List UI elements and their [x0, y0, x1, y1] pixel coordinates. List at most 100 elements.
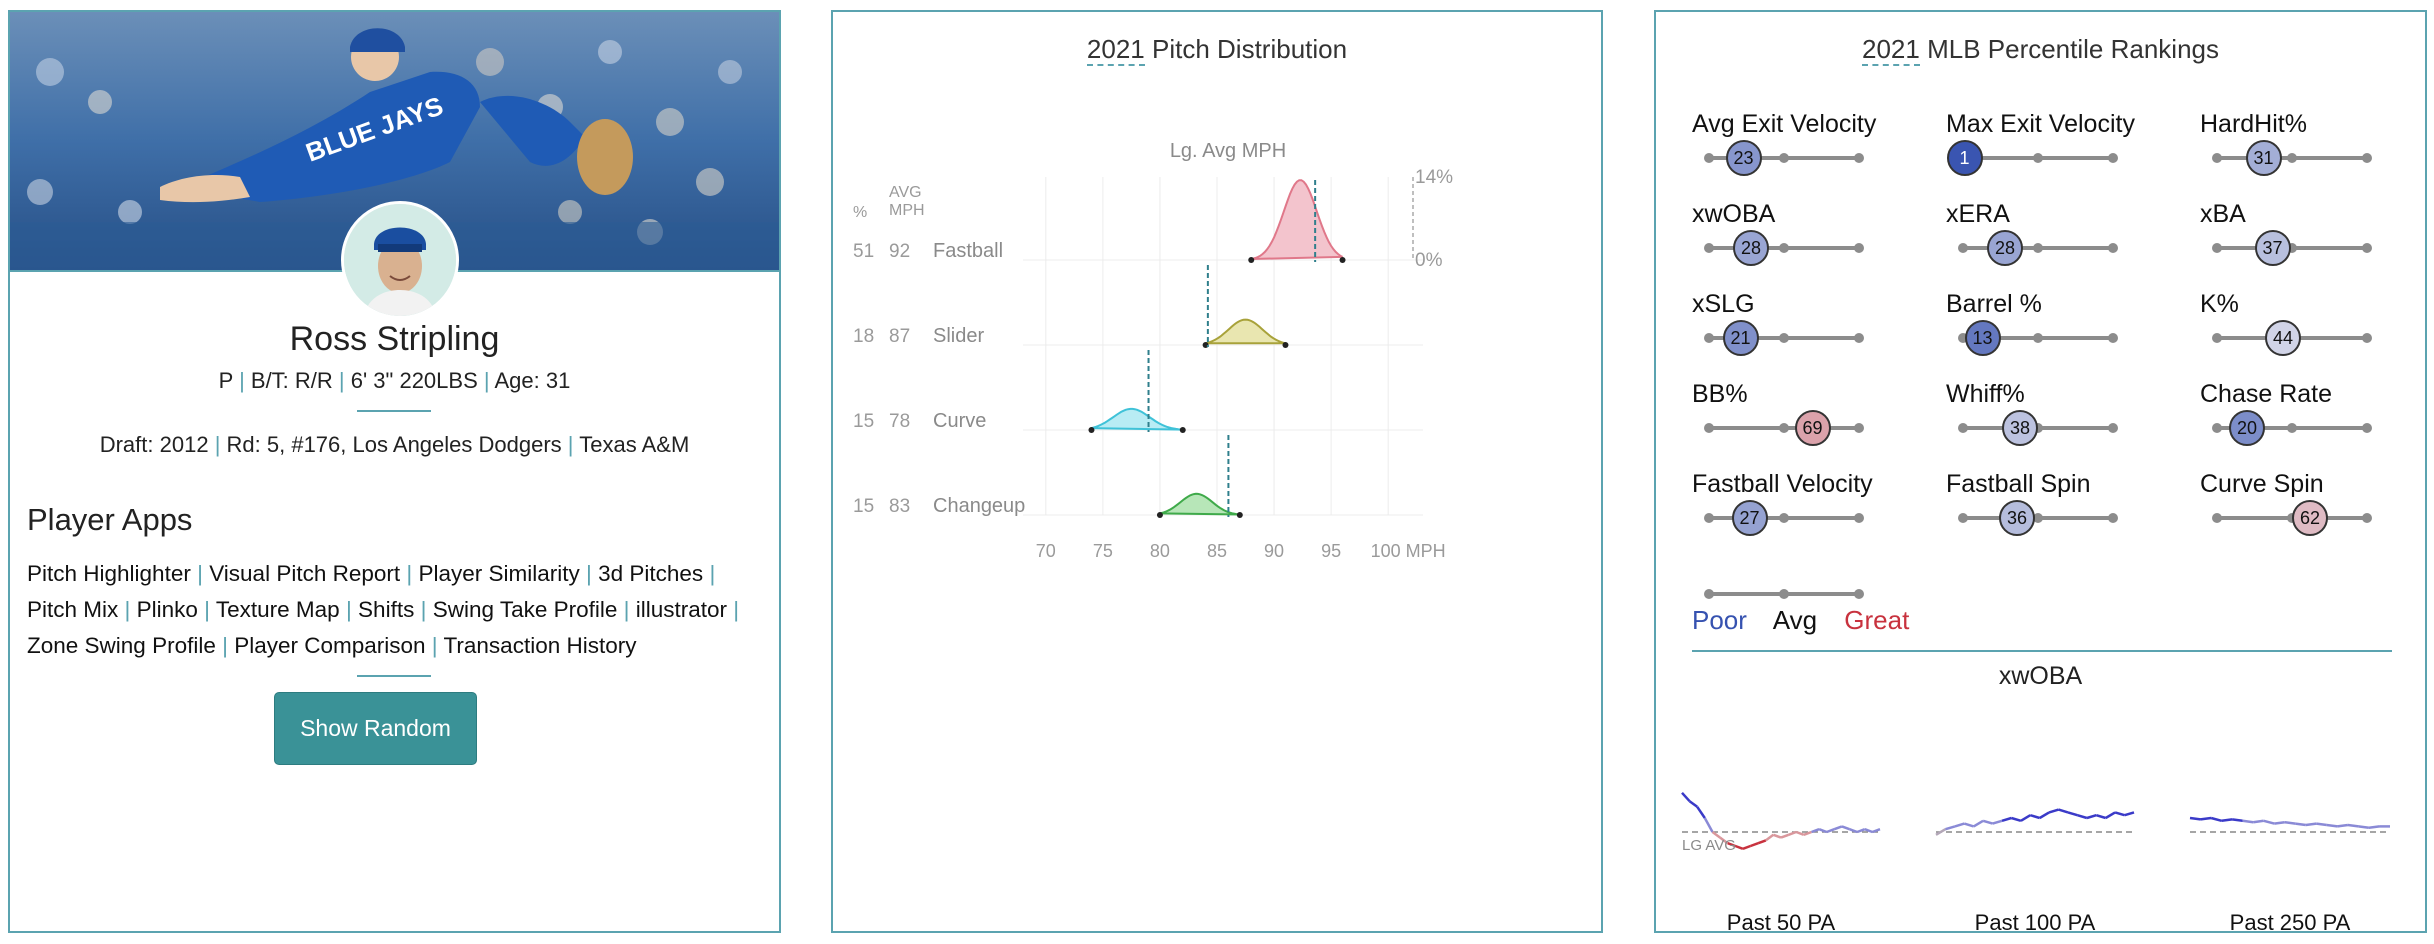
app-link[interactable]: Texture Map	[215, 597, 340, 622]
xwoba-trend-window-label: Past 250 PA	[2229, 910, 2351, 933]
xwoba-trend-segment	[2358, 825, 2370, 830]
percentile-track-tick	[2362, 513, 2372, 523]
percentile-track-tick	[1854, 153, 1864, 163]
percentile-label: Avg Exit Velocity	[1692, 110, 1877, 138]
separator: |	[118, 597, 137, 622]
percentile-track-tick	[2287, 243, 2297, 253]
avatar-image	[344, 204, 456, 316]
app-link[interactable]: Plinko	[136, 597, 198, 622]
percentile-label: Whiff%	[1946, 380, 2025, 408]
percentile-track-tick	[1958, 333, 1968, 343]
percentile-track-tick	[1779, 153, 1789, 163]
percentile-bubble[interactable]: 36	[1999, 500, 2035, 536]
app-link[interactable]: Transaction History	[443, 633, 637, 658]
percentile-bubble[interactable]: 13	[1964, 320, 2001, 356]
xwoba-trend-segment	[1727, 842, 1736, 848]
scale-max-label: 14%	[1415, 167, 1453, 188]
percentile-bubble[interactable]: 20	[2229, 410, 2265, 446]
separator: |	[617, 597, 636, 622]
pitch-avg-mph: 83	[889, 496, 910, 517]
xwoba-trend-segment	[2105, 811, 2116, 820]
percentile-bubble[interactable]: 28	[1987, 230, 2023, 266]
xwoba-trend-segment	[1765, 833, 1775, 842]
separator: |	[425, 633, 444, 658]
lg-avg-header: Lg. Avg MPH	[1170, 140, 1286, 162]
xwoba-trend-segment	[1688, 800, 1698, 808]
percentile-bubble[interactable]: 37	[2254, 230, 2291, 266]
percentile-bubble[interactable]: 23	[1725, 140, 1762, 176]
app-link[interactable]: Player Similarity	[418, 561, 580, 586]
xwoba-trend-segment	[1811, 828, 1820, 834]
percentile-bubble[interactable]: 44	[2265, 320, 2301, 356]
percentile-bubble[interactable]: 28	[1733, 230, 1769, 266]
separator: |	[703, 561, 716, 586]
xwoba-trend-segment	[2086, 814, 2097, 820]
percentile-bubble[interactable]: 27	[1731, 500, 1768, 536]
percentile-label: Barrel %	[1946, 290, 2042, 318]
xwoba-trend-segment	[2095, 814, 2107, 820]
percentile-bubble[interactable]: 62	[2292, 500, 2328, 536]
show-random-video-button[interactable]: Show Random Video	[274, 692, 477, 812]
xwoba-trend-segment	[2284, 820, 2296, 825]
separator: |	[190, 561, 210, 586]
percentile-track-tick	[2212, 243, 2222, 253]
draft-round: Rd: 5, #176,	[226, 432, 347, 457]
player-apps-heading: Player Apps	[27, 502, 193, 537]
percentile-bubble[interactable]: 31	[2245, 140, 2282, 176]
percentile-track-tick	[1704, 513, 1714, 523]
player-bio-panel: BLUE JAYS Ross Stripling P | B/T: R/R | …	[8, 10, 781, 933]
percentile-track-tick	[1704, 243, 1714, 253]
pitch-name: Changeup	[933, 495, 1025, 517]
app-link[interactable]: Swing Take Profile	[432, 597, 618, 622]
xwoba-trend-segment	[1841, 825, 1850, 831]
app-link[interactable]: Zone Swing Profile	[27, 633, 216, 658]
app-link[interactable]: illustrator	[635, 597, 728, 622]
xwoba-trend-segment	[2048, 808, 2059, 814]
player-position: P	[218, 368, 233, 393]
pitch-avg-mph: 92	[889, 241, 910, 262]
separator: |	[214, 432, 227, 457]
xwoba-trend-segment	[2326, 823, 2338, 828]
percentile-label: Chase Rate	[2200, 380, 2333, 408]
app-link[interactable]: Shifts	[358, 597, 415, 622]
percentile-label: xBA	[2200, 200, 2246, 228]
percentile-bubble[interactable]: 69	[1794, 410, 1831, 446]
percentile-label: K%	[2200, 290, 2239, 318]
percentile-track-tick	[1854, 423, 1864, 433]
percentile-track-tick	[2033, 333, 2043, 343]
player-age: Age: 31	[494, 368, 571, 393]
app-link[interactable]: 3d Pitches	[598, 561, 704, 586]
pitch-name: Slider	[933, 325, 984, 347]
percentile-track-tick	[2033, 243, 2043, 253]
percentile-track-tick	[1779, 513, 1789, 523]
pitch-max-dot	[1179, 427, 1186, 433]
pitch-distribution-year-link[interactable]: 2021	[1086, 34, 1145, 66]
xwoba-trend-segment	[1833, 825, 1843, 831]
xwoba-trend-segment	[1742, 844, 1751, 850]
app-link[interactable]: Visual Pitch Report	[209, 561, 401, 586]
player-height-weight: 6' 3" 220LBS	[350, 368, 478, 393]
app-link[interactable]: Pitch Mix	[27, 597, 119, 622]
xwoba-trend-segment	[2305, 822, 2317, 827]
percentile-bubble[interactable]: 38	[2002, 410, 2038, 446]
xwoba-trend-segment	[2210, 816, 2222, 823]
percentile-track-tick	[1779, 243, 1789, 253]
percentile-track-tick	[1854, 589, 1864, 599]
separator: |	[239, 368, 251, 393]
percentile-track-tick	[2362, 423, 2372, 433]
percentile-label: Curve Spin	[2200, 470, 2324, 498]
xwoba-trend-segment	[1849, 828, 1858, 834]
xwoba-trend-segment	[2274, 820, 2285, 825]
percentile-year-link[interactable]: 2021	[1862, 34, 1920, 66]
percentile-track-tick	[2287, 153, 2297, 163]
xwoba-trend-segment	[2316, 822, 2327, 827]
percentile-bubble[interactable]: 21	[1722, 320, 1759, 356]
percentile-bubble[interactable]: 1	[1946, 140, 1983, 176]
xwoba-trend-title: xwOBA	[1998, 662, 2083, 690]
xwoba-trend-window-label: Past 100 PA	[1974, 910, 2096, 933]
app-link[interactable]: Player Comparison	[234, 633, 426, 658]
percentile-rankings-panel: 2021 MLB Percentile Rankings Avg Exit Ve…	[1654, 10, 2427, 933]
xwoba-trend-segment	[1803, 830, 1812, 836]
app-link[interactable]: Pitch Highlighter	[27, 561, 191, 586]
percentile-track-tick	[1854, 333, 1864, 343]
